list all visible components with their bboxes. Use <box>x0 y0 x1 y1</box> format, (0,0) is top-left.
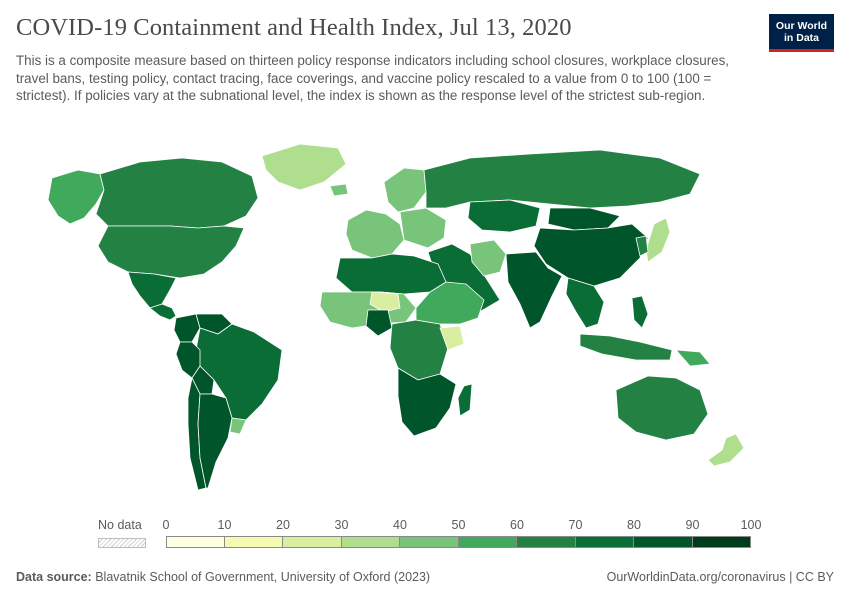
color-legend: No data 0 10 20 30 40 50 60 70 80 90 100 <box>0 512 850 552</box>
legend-tick-40: 40 <box>393 518 407 532</box>
data-source-label: Data source: <box>16 570 92 584</box>
region-nigeria[interactable] <box>365 309 393 337</box>
region-argentina[interactable] <box>197 393 233 489</box>
legend-tick-20: 20 <box>276 518 290 532</box>
legend-swatch-8[interactable] <box>634 536 693 548</box>
legend-tick-0: 0 <box>162 518 170 532</box>
legend-swatch-2[interactable] <box>283 536 342 548</box>
legend-swatch-9[interactable] <box>692 536 751 548</box>
region-north-africa[interactable] <box>335 253 447 295</box>
region-iceland[interactable] <box>329 183 349 197</box>
logo-line-2: in Data <box>783 32 819 44</box>
region-southern-africa[interactable] <box>397 367 457 437</box>
region-western-europe[interactable] <box>345 209 405 259</box>
legend-swatch-5[interactable] <box>458 536 517 548</box>
region-korea[interactable] <box>635 235 649 257</box>
logo-line-1: Our World <box>775 20 828 32</box>
legend-no-data-label: No data <box>98 518 142 532</box>
region-uruguay[interactable] <box>229 417 247 435</box>
region-kazakhstan[interactable] <box>467 199 541 233</box>
region-australia[interactable] <box>615 375 709 441</box>
legend-swatch-7[interactable] <box>575 536 634 548</box>
region-canada[interactable] <box>95 157 259 229</box>
region-indonesia[interactable] <box>579 333 673 361</box>
region-china[interactable] <box>533 223 649 287</box>
region-india[interactable] <box>505 251 563 329</box>
legend-swatch-0[interactable] <box>166 536 225 548</box>
region-scandinavia[interactable] <box>383 167 427 213</box>
world-map[interactable] <box>0 128 850 508</box>
region-united-states[interactable] <box>97 225 245 279</box>
legend-tick-10: 10 <box>217 518 232 532</box>
region-madagascar[interactable] <box>457 383 473 417</box>
region-colombia[interactable] <box>173 313 201 343</box>
legend-tick-70: 70 <box>568 518 583 532</box>
legend-swatch-1[interactable] <box>224 536 283 548</box>
chart-title: COVID-19 Containment and Health Index, J… <box>16 14 572 41</box>
region-japan[interactable] <box>645 217 671 263</box>
region-russia[interactable] <box>423 149 701 209</box>
region-mongolia[interactable] <box>547 207 621 231</box>
legend-tick-90: 90 <box>685 518 700 532</box>
region-papua-new-guinea[interactable] <box>675 349 711 367</box>
chart-subtitle: This is a composite measure based on thi… <box>16 53 730 103</box>
legend-swatch-4[interactable] <box>400 536 459 548</box>
legend-tick-80: 80 <box>627 518 641 532</box>
region-east-africa[interactable] <box>415 281 485 325</box>
region-kenya[interactable] <box>439 325 465 351</box>
legend-tick-60: 60 <box>510 518 524 532</box>
legend-tick-100: 100 <box>740 518 762 532</box>
legend-swatch-3[interactable] <box>341 536 400 548</box>
license-link[interactable]: OurWorldinData.org/coronavirus | CC BY <box>606 570 834 584</box>
data-source: Data source: Blavatnik School of Governm… <box>16 570 430 584</box>
data-source-text[interactable]: Blavatnik School of Government, Universi… <box>95 570 431 584</box>
region-southeast-asia[interactable] <box>565 277 605 329</box>
region-alaska[interactable] <box>47 169 105 225</box>
region-iran[interactable] <box>469 239 507 277</box>
legend-no-data-swatch[interactable] <box>98 538 146 548</box>
region-central-america[interactable] <box>149 303 177 321</box>
region-mali-niger[interactable] <box>369 291 401 313</box>
region-new-zealand[interactable] <box>707 433 745 467</box>
legend-tick-50: 50 <box>451 518 466 532</box>
region-philippines[interactable] <box>631 295 649 329</box>
region-greenland[interactable] <box>261 143 347 191</box>
region-eastern-europe[interactable] <box>399 207 447 249</box>
legend-tick-30: 30 <box>334 518 349 532</box>
legend-swatch-6[interactable] <box>517 536 576 548</box>
region-mexico[interactable] <box>127 271 177 309</box>
owid-logo[interactable]: Our World in Data <box>769 14 834 52</box>
